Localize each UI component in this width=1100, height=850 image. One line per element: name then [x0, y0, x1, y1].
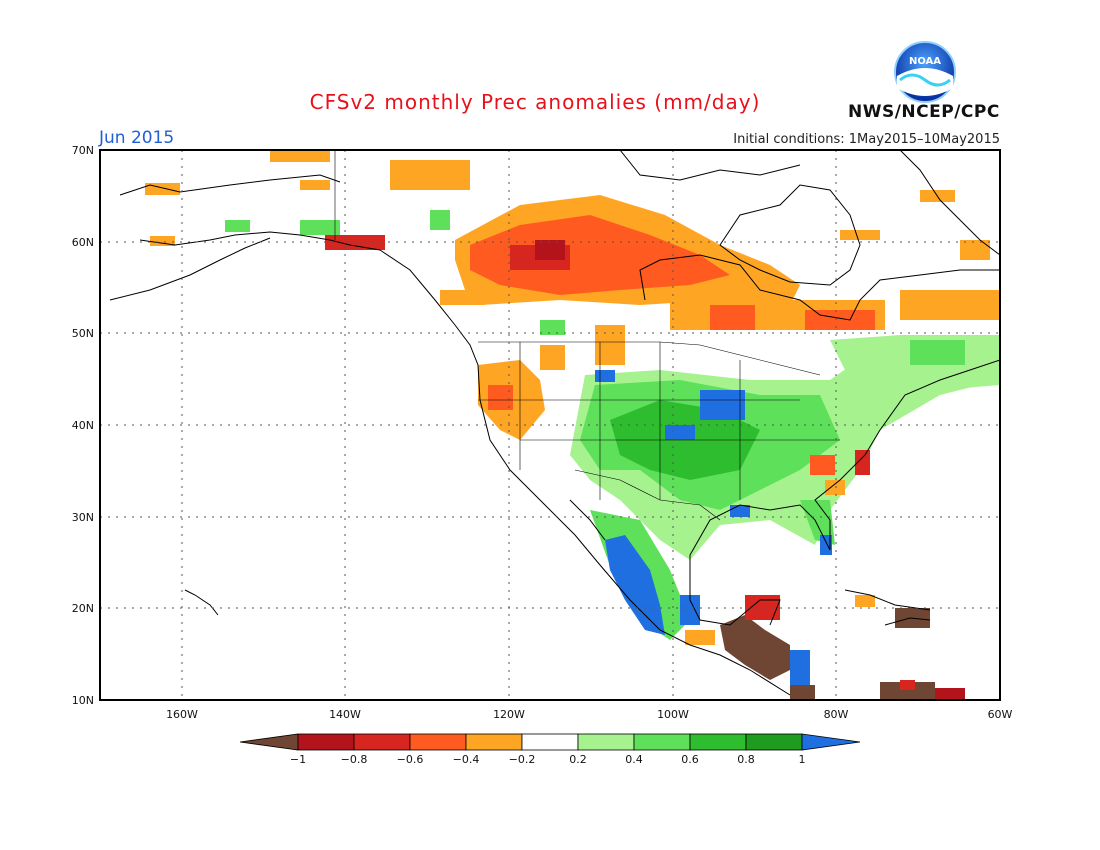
lon-label-100w: 100W [657, 708, 689, 721]
colorbar-tick-label: −0.6 [397, 753, 424, 766]
colorbar-tick-label: 0.6 [681, 753, 699, 766]
noaa-logo-icon: NOAA [894, 41, 956, 103]
lon-label-120w: 120W [493, 708, 525, 721]
anomaly-region-central-canada-dry [325, 195, 800, 305]
anomaly-region-hudson-bay-south-dry [595, 300, 885, 365]
noaa-logo-text: NOAA [909, 56, 941, 67]
agency-label: NWS/NCEP/CPC [848, 102, 1000, 122]
map-title: CFSv2 monthly Prec anomalies (mm/day) [309, 90, 761, 114]
colorbar-tick-label: −0.2 [509, 753, 536, 766]
anomaly-region-southeast-dry-spots [810, 450, 870, 495]
lon-label-160w: 160W [166, 708, 198, 721]
colorbar-swatch [633, 733, 691, 751]
lon-label-140w: 140W [329, 708, 361, 721]
colorbar-tick-label: 0.4 [625, 753, 643, 766]
lon-label-80w: 80W [824, 708, 849, 721]
colorbar-tick-label: −1 [290, 753, 306, 766]
colorbar-swatch [409, 733, 467, 751]
initial-conditions-label: Initial conditions: 1May2015–10May2015 [733, 132, 1000, 147]
lon-label-60w: 60W [988, 708, 1013, 721]
anomaly-region-caribbean-very-dry [855, 595, 965, 700]
colorbar-swatch [801, 733, 861, 751]
anomaly-region-pacific-northwest-dry [478, 345, 565, 440]
lat-label-10n: 10N [72, 694, 94, 707]
colorbar-tick-label: −0.4 [453, 753, 480, 766]
lat-label-50n: 50N [72, 327, 94, 340]
colorbar-swatch [745, 733, 803, 751]
lat-label-70n: 70N [72, 144, 94, 157]
colorbar-swatch [689, 733, 747, 751]
colorbar-swatch [239, 733, 299, 751]
colorbar-tick-label: 0.2 [569, 753, 587, 766]
colorbar-tick-label: 0.8 [737, 753, 755, 766]
anomaly-field [145, 150, 1000, 700]
map-frame [99, 149, 1001, 701]
colorbar-swatch [577, 733, 635, 751]
anomaly-region-central-america-very-dry [685, 595, 815, 700]
colorbar-tick-label: 1 [799, 753, 806, 766]
political-borders [334, 150, 840, 521]
colorbar-swatch [353, 733, 411, 751]
anomaly-region-alaska-canada-dry-fringe [145, 150, 1000, 320]
lat-label-40n: 40N [72, 419, 94, 432]
colorbar-swatch [465, 733, 523, 751]
lat-label-20n: 20N [72, 602, 94, 615]
colorbar-legend: −1 −0.8 −0.6 −0.4 −0.2 0.2 0.4 0.6 0.8 1 [239, 733, 861, 766]
lat-label-30n: 30N [72, 511, 94, 524]
anomaly-region-alaska-wet [225, 210, 565, 335]
graticule [100, 150, 1000, 700]
lat-label-60n: 60N [72, 236, 94, 249]
anomaly-region-northeast-wet [830, 335, 1000, 390]
colorbar-tick-label: −0.8 [341, 753, 368, 766]
latitude-labels: 70N 60N 50N 40N 30N 20N 10N [72, 144, 94, 707]
longitude-labels: 160W 140W 120W 100W 80W 60W [166, 708, 1012, 721]
coastlines [109, 150, 1000, 696]
colorbar-swatch [521, 733, 579, 751]
valid-month-label: Jun 2015 [99, 128, 175, 148]
colorbar-swatch [297, 733, 355, 751]
